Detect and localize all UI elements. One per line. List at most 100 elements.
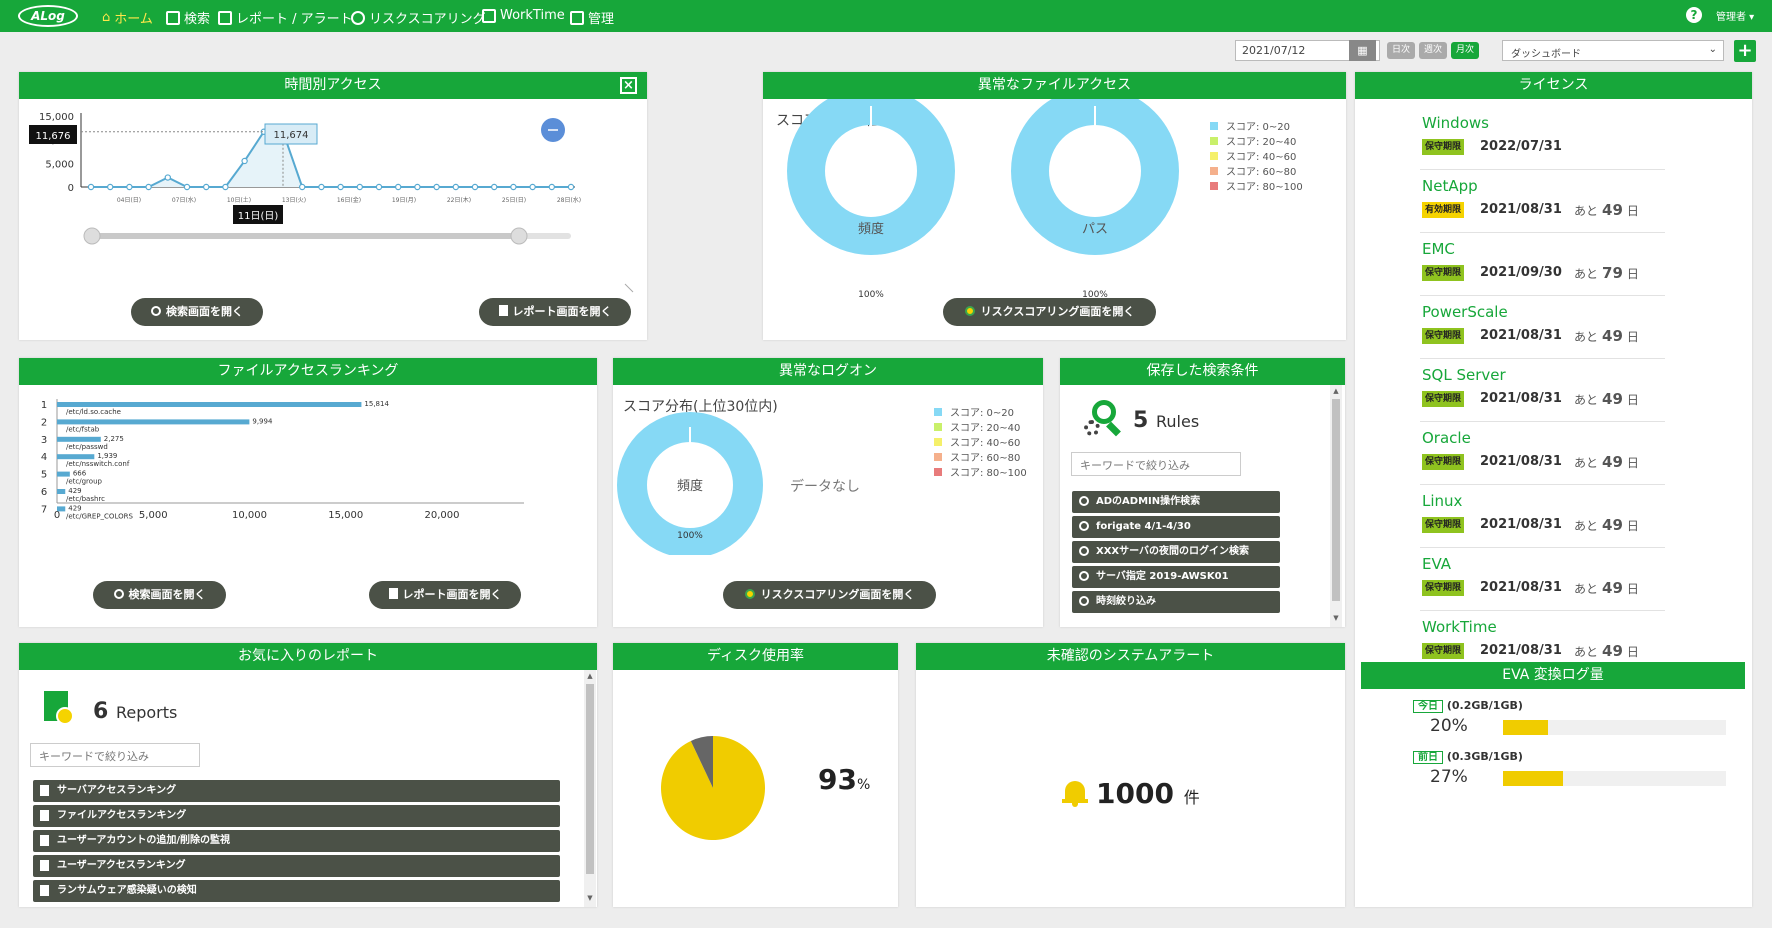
calendar-icon[interactable]: ▦ [1349, 40, 1376, 61]
search-icon [113, 589, 124, 599]
legend-swatch [1210, 122, 1218, 130]
panel-title: 保存した検索条件 [1060, 358, 1345, 385]
alert-count[interactable]: 1000 件 [1096, 777, 1200, 810]
favorite-report-item[interactable]: ファイルアクセスランキング [33, 805, 560, 827]
monthly-button[interactable]: 月次 [1451, 42, 1480, 59]
file-ranking-panel: ファイルアクセスランキング 1 15,814/etc/ld.so.cache 2 9,… [19, 358, 597, 627]
favorite-report-item[interactable]: ランサムウェア感染疑いの検知 [33, 880, 560, 902]
remaining-days: 49 [1602, 201, 1623, 219]
saved-search-item[interactable]: ADのADMIN操作検索 [1072, 491, 1280, 513]
license-row[interactable]: Linux 保守期限 2021/08/31 あと 49 日 [1420, 490, 1665, 548]
open-search-button[interactable]: 検索画面を開く [93, 581, 226, 609]
license-row[interactable]: Oracle 保守期限 2021/08/31 あと 49 日 [1420, 427, 1665, 485]
scroll-down-icon[interactable]: ▼ [1333, 614, 1339, 622]
legend-item: スコア: 20~40 [1210, 135, 1303, 150]
license-row[interactable]: PowerScale 保守期限 2021/08/31 あと 49 日 [1420, 301, 1665, 359]
nav-worktime[interactable]: WorkTime [482, 8, 565, 23]
scrollbar[interactable]: ▲ ▼ [1330, 385, 1342, 627]
remaining-suffix: 日 [1626, 456, 1639, 470]
data-point [337, 183, 344, 191]
license-panel: ライセンス [1355, 72, 1752, 907]
daily-button[interactable]: 日次 [1387, 42, 1416, 59]
open-risk-scoring-button[interactable]: リスクスコアリング画面を開く [943, 298, 1156, 326]
x-tick-label: 5,000 [139, 510, 168, 521]
scroll-thumb[interactable] [1332, 399, 1340, 601]
rule-filter-input[interactable]: キーワードで絞り込み [1071, 452, 1241, 476]
saved-search-item[interactable]: forigate 4/1-4/30 [1072, 516, 1280, 538]
legend-item: スコア: 40~60 [934, 436, 1027, 451]
progress-fill [1503, 771, 1564, 786]
license-remaining: あと 49 日 [1574, 579, 1639, 597]
legend-swatch [1210, 182, 1218, 190]
yesterday-percent: 27% [1430, 767, 1468, 787]
panel-title: お気に入りのレポート [19, 643, 597, 670]
saved-search-item[interactable]: 時刻絞り込み [1072, 591, 1280, 613]
license-row[interactable]: SQL Server 保守期限 2021/08/31 あと 49 日 [1420, 364, 1665, 422]
user-menu[interactable]: 管理者 ▾ [1716, 12, 1755, 23]
scroll-up-icon[interactable]: ▲ [1333, 387, 1339, 395]
risk-icon [964, 306, 975, 316]
scrollbar[interactable]: ▲ ▼ [584, 670, 596, 907]
nav-risk-scoring[interactable]: リスクスコアリング [351, 8, 486, 27]
license-row[interactable]: WorkTime 保守期限 2021/08/31 あと 49 日 [1420, 616, 1665, 674]
favorite-report-item[interactable]: サーバアクセスランキング [33, 780, 560, 802]
bar-category-label: /etc/passwd [66, 443, 108, 451]
range-handle-right [510, 227, 528, 245]
y-tick-label: 15,000 [39, 112, 74, 123]
favorite-report-item[interactable]: ユーザーアカウントの追加/削除の監視 [33, 830, 560, 852]
disk-pie [661, 736, 765, 840]
alog-logo[interactable]: ALog [18, 5, 78, 27]
license-row[interactable]: EVA 保守期限 2021/08/31 あと 49 日 [1420, 553, 1665, 611]
help-icon[interactable]: ? [1686, 7, 1702, 23]
favorite-report-item[interactable]: ユーザーアクセスランキング [33, 855, 560, 877]
license-row[interactable]: EMC 保守期限 2021/09/30 あと 79 日 [1420, 238, 1665, 296]
data-point [452, 183, 459, 191]
panel-title: 時間別アクセス × [19, 72, 647, 99]
x-tick-label: 10日(土) [227, 196, 251, 204]
bar-category-label: /etc/ld.so.cache [66, 408, 121, 416]
score-legend: スコア: 0~20 スコア: 20~40 スコア: 40~60 スコア: 60~… [934, 406, 1027, 481]
open-search-button[interactable]: 検索画面を開く [131, 298, 263, 326]
license-name: EMC [1422, 240, 1455, 258]
data-point [491, 183, 498, 191]
tooltip-x-box [233, 205, 283, 224]
open-report-button[interactable]: レポート画面を開く [479, 298, 631, 326]
bar [57, 489, 66, 494]
saved-search-item[interactable]: サーバ指定 2019-AWSK01 [1072, 566, 1280, 588]
open-risk-scoring-button[interactable]: リスクスコアリング画面を開く [723, 581, 936, 609]
today-badge: 今日 [1413, 700, 1443, 713]
x-tick-label: 16日(金) [337, 196, 361, 204]
scroll-up-icon[interactable]: ▲ [587, 672, 593, 680]
scroll-down-icon[interactable]: ▼ [587, 894, 593, 902]
remaining-days: 79 [1602, 264, 1623, 282]
legend-item: スコア: 0~20 [934, 406, 1027, 421]
data-point [222, 183, 229, 191]
license-name: NetApp [1422, 177, 1478, 195]
nav-reports[interactable]: レポート / アラート [218, 8, 353, 27]
report-filter-input[interactable]: キーワードで絞り込み [30, 743, 200, 767]
search-icon [1079, 571, 1089, 581]
nav-search[interactable]: 検索 [166, 8, 210, 27]
data-point [145, 183, 152, 191]
chevron-down-icon: ⌄ [1708, 44, 1717, 55]
date-input[interactable]: 2021/07/12 [1235, 40, 1380, 61]
panel-title: ファイルアクセスランキング [19, 358, 597, 385]
saved-search-item[interactable]: XXXサーバの夜間のログイン検索 [1072, 541, 1280, 563]
license-row[interactable]: Windows 保守期限 2022/07/31 [1420, 112, 1665, 170]
close-icon[interactable]: × [620, 77, 637, 94]
nav-admin[interactable]: 管理 [570, 8, 614, 27]
scroll-thumb[interactable] [586, 684, 594, 874]
document-icon [40, 810, 49, 821]
dashboard-select[interactable]: ダッシュボード ⌄ [1502, 40, 1724, 61]
bar-category-label: /etc/GREP_COLORS [66, 512, 133, 520]
open-report-button[interactable]: レポート画面を開く [369, 581, 521, 609]
remaining-days: 49 [1602, 327, 1623, 345]
rule-count: 5 Rules [1133, 408, 1200, 433]
bar-value-label: 1,939 [97, 452, 117, 460]
weekly-button[interactable]: 週次 [1419, 42, 1448, 59]
license-row[interactable]: NetApp 有効期限 2021/08/31 あと 49 日 [1420, 175, 1665, 233]
add-widget-button[interactable]: + [1734, 40, 1756, 62]
nav-home[interactable]: ⌂ ホーム [102, 10, 153, 27]
x-tick-label: 07日(水) [172, 196, 196, 204]
hourly-access-panel: 時間別アクセス × 15,00010,0005,000004日(日)07日(水)… [19, 72, 647, 340]
